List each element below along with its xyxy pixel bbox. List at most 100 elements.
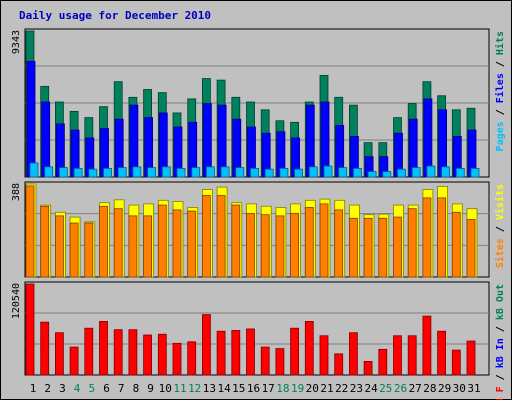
bar-pages-day-26 — [397, 168, 406, 178]
x-tick-label-day-11: 11 — [173, 382, 186, 395]
bar-sites-day-12 — [187, 210, 197, 278]
bar-kb-f-day-17 — [260, 346, 270, 376]
panel-box — [24, 281, 490, 376]
bar-sites-day-28 — [422, 197, 432, 278]
x-tick-label-day-3: 3 — [59, 382, 66, 395]
bar-files-day-14 — [217, 104, 227, 178]
bar-pages-day-29 — [441, 166, 451, 178]
y-max-label-kbytes: 120540 — [11, 283, 22, 319]
bar-pages-day-17 — [264, 168, 274, 178]
bar-kb-f-day-29 — [437, 330, 447, 376]
bar-sites-day-23 — [348, 217, 358, 278]
bar-sites-day-29 — [437, 197, 447, 278]
bar-sites-day-8 — [128, 215, 138, 278]
bar-sites-day-6 — [99, 205, 108, 278]
bar-pages-day-2 — [44, 166, 54, 178]
x-tick-label-day-9: 9 — [147, 382, 154, 395]
x-tick-label-day-29: 29 — [438, 382, 451, 395]
bar-kb-f-day-26 — [393, 335, 402, 376]
bar-pages-day-18 — [279, 168, 289, 178]
bar-pages-day-15 — [235, 167, 245, 178]
bar-kb-f-day-27 — [407, 335, 417, 376]
bar-sites-day-14 — [216, 195, 226, 278]
bar-kb-f-day-3 — [55, 332, 64, 376]
bar-kb-f-day-31 — [466, 340, 476, 376]
bar-sites-day-11 — [172, 209, 182, 278]
x-tick-label-day-8: 8 — [133, 382, 140, 395]
bar-pages-day-14 — [220, 166, 230, 178]
bar-kb-f-day-1 — [25, 283, 35, 376]
bar-pages-day-8 — [132, 166, 142, 178]
bar-pages-day-16 — [250, 168, 259, 178]
bar-kb-f-day-11 — [172, 342, 182, 376]
x-tick-label-day-28: 28 — [423, 382, 436, 395]
bar-pages-day-13 — [205, 166, 215, 178]
legend-visits: Visits — [494, 184, 506, 220]
x-tick-label-day-5: 5 — [88, 382, 95, 395]
bar-sites-day-16 — [246, 213, 255, 278]
legend-sites: Sites — [494, 238, 506, 268]
bar-pages-day-25 — [382, 171, 392, 178]
x-tick-label-day-19: 19 — [291, 382, 304, 395]
x-tick-label-day-20: 20 — [306, 382, 319, 395]
panel-hits_files_pages: 9343 Pages / Files / Hits — [11, 28, 506, 178]
bar-sites-day-22 — [334, 209, 344, 278]
legend-kb-f: kB F — [495, 386, 506, 400]
bar-sites-day-18 — [275, 215, 285, 278]
bar-kb-f-day-25 — [378, 348, 388, 376]
bar-sites-day-15 — [231, 204, 241, 278]
y-max-label-hits_files_pages: 9343 — [11, 30, 22, 54]
bar-pages-day-1 — [29, 162, 39, 178]
bar-files-day-8 — [129, 104, 139, 178]
bar-sites-day-2 — [40, 205, 50, 278]
x-tick-label-day-18: 18 — [276, 382, 289, 395]
bar-kb-f-day-21 — [319, 335, 329, 376]
bar-sites-day-4 — [69, 222, 79, 278]
bar-sites-day-1 — [25, 185, 35, 278]
bar-pages-day-22 — [338, 167, 348, 178]
x-tick-label-day-23: 23 — [350, 382, 363, 395]
bar-kb-f-day-28 — [422, 315, 432, 376]
bar-sites-day-25 — [378, 217, 388, 278]
chart-title: Daily usage for December 2010 — [19, 9, 211, 22]
bar-kb-f-day-7 — [113, 329, 123, 376]
bar-pages-day-5 — [88, 168, 98, 178]
panel-visits_sites: 388 Sites / Visits — [11, 181, 506, 278]
bar-sites-day-30 — [451, 211, 461, 278]
bar-sites-day-24 — [363, 217, 373, 278]
bar-sites-day-5 — [84, 222, 94, 278]
x-tick-label-day-22: 22 — [335, 382, 348, 395]
bar-sites-day-13 — [201, 195, 211, 278]
bar-kb-f-day-2 — [40, 321, 50, 376]
x-tick-label-day-12: 12 — [188, 382, 201, 395]
x-tick-label-day-10: 10 — [159, 382, 172, 395]
bar-pages-day-6 — [103, 168, 112, 178]
bar-sites-day-31 — [466, 219, 476, 278]
legend-pages: Pages — [495, 121, 506, 151]
bar-pages-day-12 — [191, 167, 201, 178]
x-tick-label-day-15: 15 — [232, 382, 245, 395]
bar-pages-day-24 — [367, 171, 377, 178]
bar-kb-f-day-6 — [99, 320, 108, 376]
panel-kbytes: 120540 kB F / kB In / kB Out — [11, 281, 506, 400]
bar-sites-day-20 — [304, 207, 314, 278]
right-legend-visits_sites: Sites / Visits — [494, 184, 506, 268]
bar-sites-day-26 — [393, 216, 402, 278]
x-tick-label-day-7: 7 — [118, 382, 125, 395]
bar-sites-day-21 — [319, 203, 329, 278]
x-tick-label-day-16: 16 — [247, 382, 260, 395]
bar-kb-f-day-22 — [334, 353, 344, 376]
bar-kb-f-day-16 — [246, 328, 255, 376]
bar-kb-f-day-18 — [275, 348, 285, 376]
bar-kb-f-day-9 — [143, 334, 153, 376]
bar-pages-day-23 — [352, 168, 362, 178]
legend-hits: Hits — [494, 31, 506, 55]
bar-pages-day-7 — [117, 167, 127, 178]
bar-pages-day-11 — [176, 168, 186, 178]
bar-pages-day-27 — [411, 167, 421, 178]
y-max-label-visits_sites: 388 — [11, 183, 22, 201]
bar-pages-day-31 — [470, 168, 480, 178]
x-tick-label-day-1: 1 — [30, 382, 37, 395]
right-legend-hits_files_pages: Pages / Files / Hits — [494, 31, 506, 151]
